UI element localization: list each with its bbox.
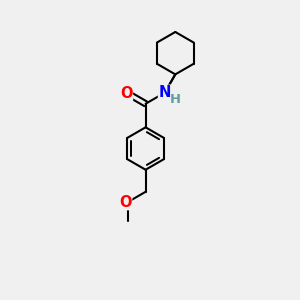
Text: H: H: [169, 93, 181, 106]
Text: O: O: [120, 86, 132, 101]
Text: N: N: [158, 85, 171, 100]
Text: O: O: [119, 195, 132, 210]
